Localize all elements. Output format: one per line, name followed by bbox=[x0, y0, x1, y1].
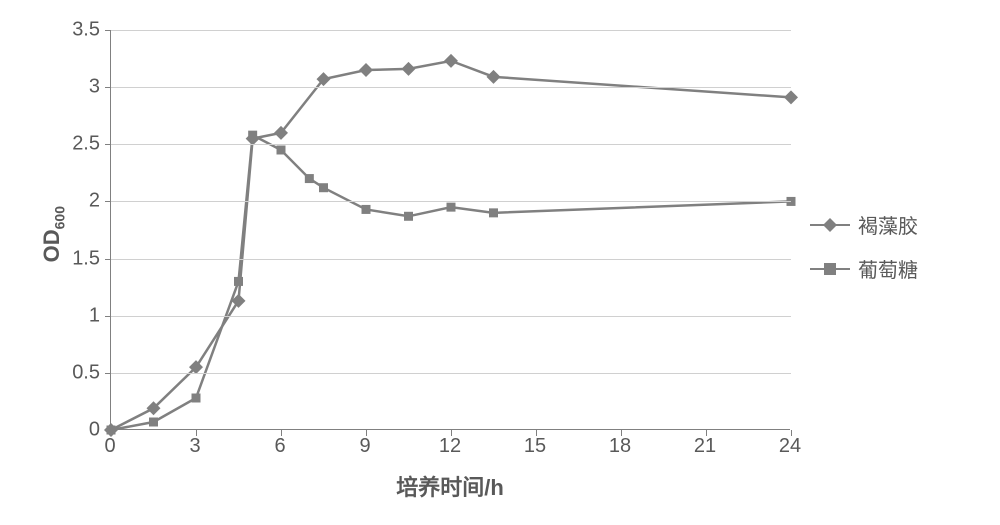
x-tick-label: 3 bbox=[189, 435, 200, 458]
diamond-icon bbox=[823, 218, 837, 232]
y-tick-label: 3 bbox=[50, 76, 100, 99]
gridline-y bbox=[111, 373, 791, 374]
plot-svg bbox=[111, 30, 791, 430]
diamond-icon bbox=[784, 90, 798, 104]
diamond-icon bbox=[487, 70, 501, 84]
square-icon bbox=[824, 263, 836, 275]
x-tick-label: 9 bbox=[359, 435, 370, 458]
diamond-icon bbox=[444, 54, 458, 68]
y-tick-mark bbox=[105, 201, 111, 202]
square-icon bbox=[149, 418, 158, 427]
x-tick-label: 12 bbox=[439, 435, 461, 458]
series-line bbox=[111, 61, 791, 430]
y-tick-mark bbox=[105, 87, 111, 88]
square-icon bbox=[319, 183, 328, 192]
y-tick-mark bbox=[105, 373, 111, 374]
gridline-y bbox=[111, 144, 791, 145]
x-tick-label: 15 bbox=[524, 435, 546, 458]
gridline-y bbox=[111, 30, 791, 31]
chart-container: OD600 培养时间/h 褐藻胶 葡萄糖 00.511.522.533.5036… bbox=[10, 10, 990, 515]
y-tick-label: 0 bbox=[50, 419, 100, 442]
y-tick-label: 2.5 bbox=[50, 133, 100, 156]
y-tick-label: 1.5 bbox=[50, 247, 100, 270]
legend: 褐藻胶 葡萄糖 bbox=[810, 210, 980, 298]
square-icon bbox=[234, 277, 243, 286]
y-tick-mark bbox=[105, 30, 111, 31]
y-tick-mark bbox=[105, 316, 111, 317]
square-icon bbox=[305, 174, 314, 183]
gridline-y bbox=[111, 201, 791, 202]
diamond-icon bbox=[402, 62, 416, 76]
series-line bbox=[111, 135, 791, 430]
square-icon bbox=[447, 203, 456, 212]
legend-item-series-1: 葡萄糖 bbox=[810, 254, 980, 283]
legend-label-1: 葡萄糖 bbox=[858, 254, 918, 283]
square-icon bbox=[362, 205, 371, 214]
x-tick-label: 18 bbox=[609, 435, 631, 458]
diamond-icon bbox=[359, 63, 373, 77]
x-axis-title: 培养时间/h bbox=[396, 470, 504, 502]
y-tick-mark bbox=[105, 259, 111, 260]
x-tick-label: 24 bbox=[779, 435, 801, 458]
plot-area bbox=[110, 30, 790, 430]
y-tick-label: 0.5 bbox=[50, 361, 100, 384]
y-tick-label: 1 bbox=[50, 304, 100, 327]
square-icon bbox=[192, 394, 201, 403]
square-icon bbox=[489, 208, 498, 217]
square-icon bbox=[404, 212, 413, 221]
square-icon bbox=[248, 131, 257, 140]
gridline-y bbox=[111, 87, 791, 88]
x-tick-label: 6 bbox=[274, 435, 285, 458]
y-tick-label: 3.5 bbox=[50, 19, 100, 42]
legend-item-series-0: 褐藻胶 bbox=[810, 210, 980, 239]
x-tick-label: 21 bbox=[694, 435, 716, 458]
legend-label-0: 褐藻胶 bbox=[858, 210, 918, 239]
gridline-y bbox=[111, 316, 791, 317]
square-icon bbox=[277, 146, 286, 155]
x-tick-label: 0 bbox=[104, 435, 115, 458]
y-tick-label: 2 bbox=[50, 190, 100, 213]
y-tick-mark bbox=[105, 144, 111, 145]
legend-marker-1 bbox=[810, 259, 850, 279]
gridline-y bbox=[111, 259, 791, 260]
legend-marker-0 bbox=[810, 215, 850, 235]
